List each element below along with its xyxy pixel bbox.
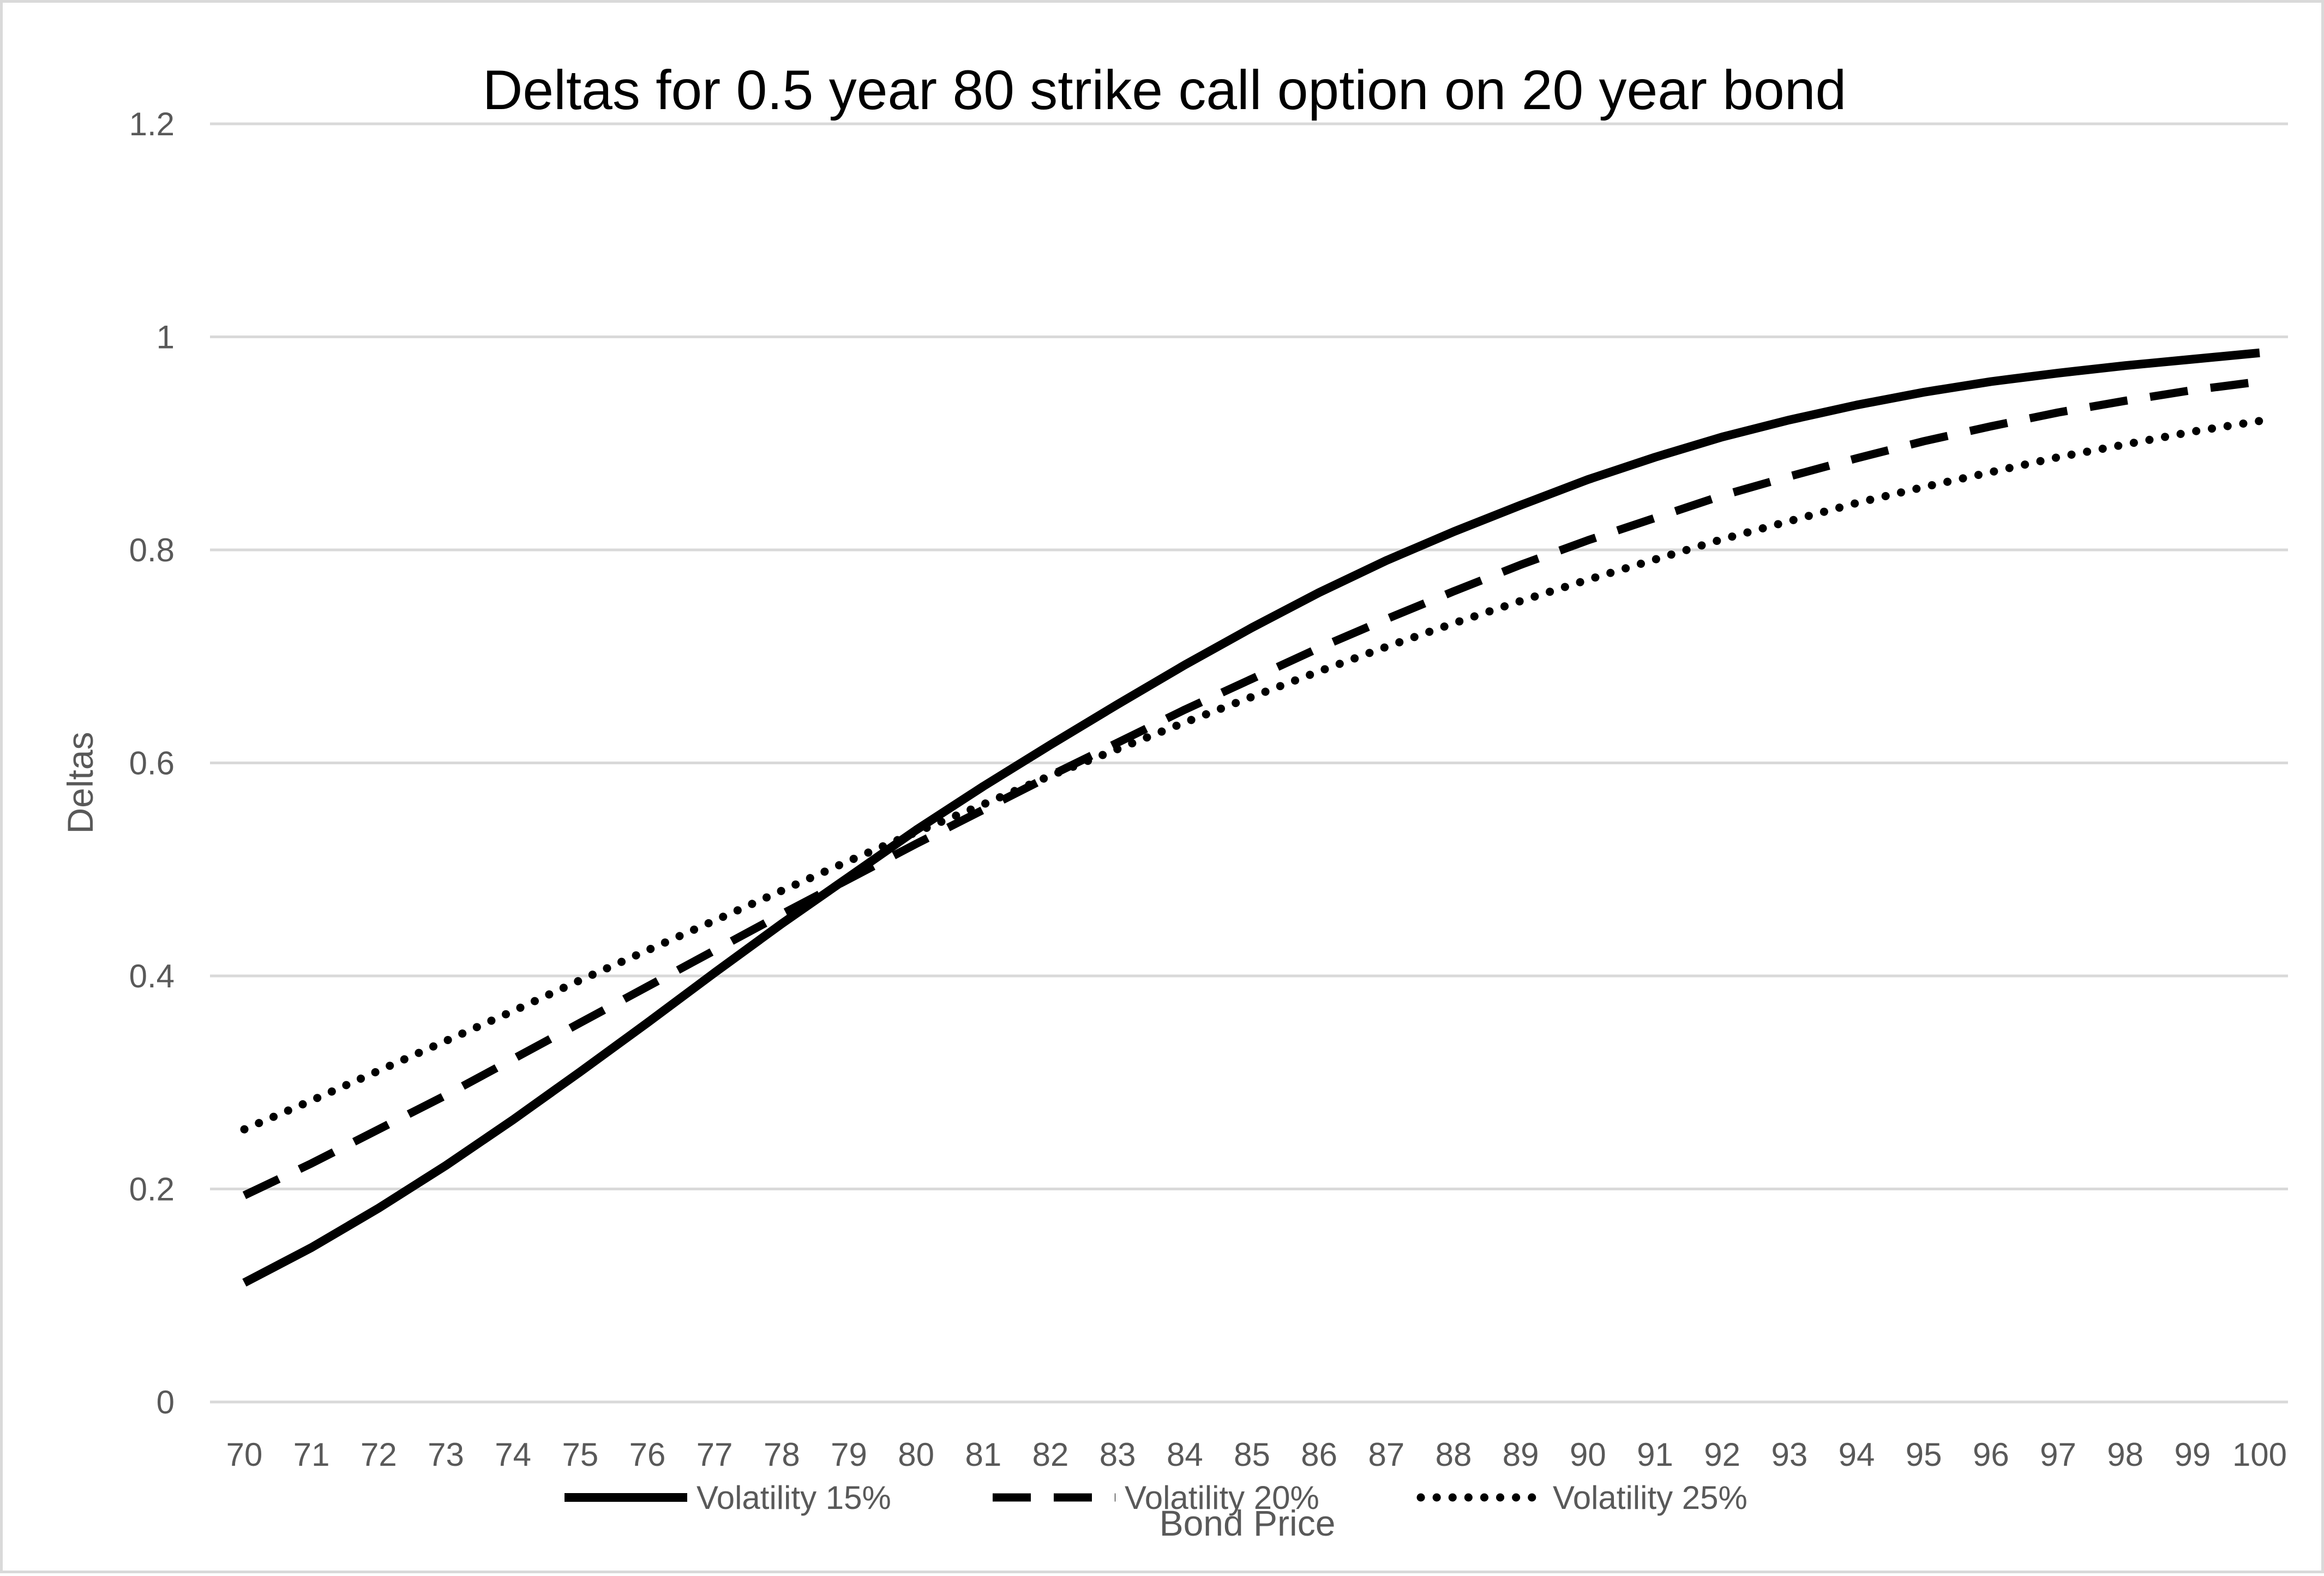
x-tick-label: 93 bbox=[1771, 1436, 1807, 1473]
series-line-3 bbox=[240, 417, 2264, 1134]
y-tick-label: 1.2 bbox=[129, 106, 175, 142]
y-tick-label: 0 bbox=[157, 1384, 175, 1421]
y-axis-ticks: 0 0.2 0.4 0.6 0.8 1 1.2 bbox=[129, 106, 175, 1421]
x-tick-label: 99 bbox=[2174, 1436, 2211, 1473]
x-tick-label: 100 bbox=[2232, 1436, 2287, 1473]
x-tick-label: 79 bbox=[831, 1436, 867, 1473]
x-tick-label: 96 bbox=[1973, 1436, 2009, 1473]
y-tick-label: 0.8 bbox=[129, 532, 175, 568]
legend-label: Volatility 25% bbox=[1553, 1479, 1747, 1516]
x-tick-label: 81 bbox=[965, 1436, 1001, 1473]
legend: Volatility 15% Volatility 20% Volatility 2… bbox=[565, 1479, 1747, 1516]
x-tick-label: 71 bbox=[293, 1436, 330, 1473]
x-tick-label: 88 bbox=[1436, 1436, 1472, 1473]
x-tick-label: 78 bbox=[764, 1436, 800, 1473]
x-tick-label: 89 bbox=[1503, 1436, 1539, 1473]
y-tick-label: 0.2 bbox=[129, 1171, 175, 1208]
x-axis-title: Bond Price bbox=[1160, 1503, 1336, 1543]
chart-title: Deltas for 0.5 year 80 strike call optio… bbox=[483, 59, 1846, 121]
x-tick-label: 70 bbox=[226, 1436, 263, 1473]
x-tick-label: 75 bbox=[562, 1436, 598, 1473]
x-tick-label: 85 bbox=[1234, 1436, 1270, 1473]
line-chart: Deltas for 0.5 year 80 strike call optio… bbox=[60, 59, 2288, 1543]
x-tick-label: 98 bbox=[2107, 1436, 2143, 1473]
x-tick-label: 76 bbox=[629, 1436, 666, 1473]
series-lines bbox=[240, 348, 2264, 1287]
y-tick-label: 1 bbox=[157, 319, 175, 356]
x-tick-label: 72 bbox=[361, 1436, 397, 1473]
x-tick-label: 87 bbox=[1368, 1436, 1404, 1473]
legend-label: Volatility 15% bbox=[696, 1479, 891, 1516]
series-line-1 bbox=[242, 348, 2260, 1287]
x-tick-label: 84 bbox=[1167, 1436, 1203, 1473]
x-axis-ticks: 70 71 72 73 74 75 76 77 78 79 80 81 82 83 84 85 86 87 88 89… bbox=[226, 1436, 2287, 1473]
legend-label: Volatility 20% bbox=[1125, 1479, 1319, 1516]
y-tick-label: 0.4 bbox=[129, 958, 175, 994]
y-axis-title: Deltas bbox=[60, 732, 100, 834]
x-tick-label: 92 bbox=[1704, 1436, 1740, 1473]
series-line-2 bbox=[242, 377, 2260, 1199]
x-tick-label: 83 bbox=[1100, 1436, 1136, 1473]
x-tick-label: 82 bbox=[1032, 1436, 1069, 1473]
x-tick-label: 97 bbox=[2040, 1436, 2076, 1473]
x-tick-label: 80 bbox=[898, 1436, 934, 1473]
gridlines bbox=[210, 122, 2288, 1404]
y-tick-label: 0.6 bbox=[129, 745, 175, 782]
x-tick-label: 74 bbox=[495, 1436, 531, 1473]
x-tick-label: 90 bbox=[1570, 1436, 1606, 1473]
x-tick-label: 73 bbox=[428, 1436, 464, 1473]
x-tick-label: 77 bbox=[696, 1436, 733, 1473]
x-tick-label: 94 bbox=[1839, 1436, 1875, 1473]
x-tick-label: 95 bbox=[1906, 1436, 1942, 1473]
x-tick-label: 91 bbox=[1637, 1436, 1673, 1473]
x-tick-label: 86 bbox=[1301, 1436, 1337, 1473]
